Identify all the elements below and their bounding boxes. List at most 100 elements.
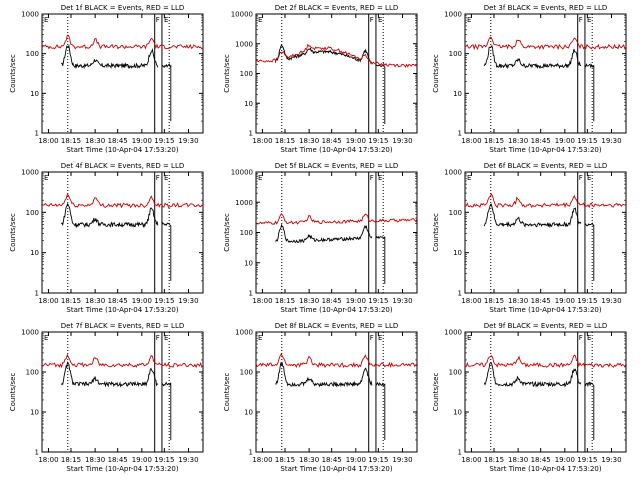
x-tick-label: 19:00 bbox=[346, 297, 366, 305]
series-line-black bbox=[483, 362, 582, 388]
series-line-black-segment bbox=[161, 381, 172, 440]
marker-label: E bbox=[467, 16, 471, 24]
y-tick-label: 1 bbox=[35, 449, 39, 457]
y-tick-label: 1000 bbox=[444, 11, 462, 19]
marker-label: E bbox=[44, 334, 48, 342]
series-line-black-segment bbox=[584, 222, 595, 281]
y-axis-label: Counts/sec bbox=[9, 373, 17, 412]
series-line-black bbox=[483, 203, 582, 229]
series-line-black-segment bbox=[584, 63, 595, 122]
x-tick-label: 18:15 bbox=[61, 297, 81, 305]
x-axis-label: Start Time (10-Apr-04 17:53:20) bbox=[280, 306, 392, 314]
marker-label: E bbox=[467, 174, 471, 182]
y-tick-label: 1 bbox=[458, 449, 462, 457]
x-tick-label: 18:45 bbox=[531, 456, 551, 464]
y-tick-label: 1000 bbox=[235, 329, 253, 337]
y-axis-label: Counts/sec bbox=[223, 213, 231, 252]
series-line-red bbox=[41, 34, 204, 50]
marker-label: E bbox=[587, 16, 591, 24]
series-line-black bbox=[275, 223, 373, 244]
y-tick-label: 10 bbox=[30, 409, 39, 417]
plot-frame bbox=[464, 171, 627, 294]
x-tick-label: 19:15 bbox=[577, 137, 597, 145]
x-axis-label: Start Time (10-Apr-04 17:53:20) bbox=[489, 146, 601, 154]
marker-label: F bbox=[579, 16, 583, 24]
y-tick-label: 10 bbox=[30, 90, 39, 98]
x-axis-label: Start Time (10-Apr-04 17:53:20) bbox=[66, 146, 178, 154]
detector-panel-1: Det 1f BLACK = Events, RED = LLD 1 10 100 10… bbox=[9, 4, 204, 154]
x-tick-label: 18:00 bbox=[38, 297, 58, 305]
x-axis-label: Start Time (10-Apr-04 17:53:20) bbox=[489, 465, 601, 473]
x-tick-label: 18:00 bbox=[38, 137, 58, 145]
x-tick-label: 19:30 bbox=[392, 297, 412, 305]
x-tick-label: 18:30 bbox=[299, 137, 319, 145]
marker-label: F bbox=[370, 174, 374, 182]
x-tick-label: 18:00 bbox=[461, 297, 481, 305]
x-tick-label: 18:45 bbox=[322, 297, 342, 305]
y-tick-label: 10 bbox=[453, 249, 462, 257]
x-tick-label: 19:00 bbox=[132, 137, 152, 145]
y-tick-label: 1000 bbox=[21, 169, 39, 177]
x-tick-label: 18:30 bbox=[85, 137, 105, 145]
plot-frame bbox=[255, 13, 418, 134]
y-axis-label: Counts/sec bbox=[9, 54, 17, 93]
series-line-black-segment bbox=[161, 63, 172, 122]
x-tick-label: 19:15 bbox=[154, 297, 174, 305]
series-line-black-segment bbox=[584, 381, 595, 440]
series-line-black-segment bbox=[375, 235, 386, 284]
series-line-black bbox=[275, 361, 373, 388]
y-tick-label: 1 bbox=[35, 130, 39, 138]
marker-label: E bbox=[164, 334, 168, 342]
y-tick-label: 1000 bbox=[235, 40, 253, 48]
marker-label: F bbox=[156, 334, 160, 342]
panel-title: Det 4f BLACK = Events, RED = LLD bbox=[61, 162, 184, 170]
y-axis-label: Counts/sec bbox=[432, 54, 440, 93]
series-line-black bbox=[61, 43, 159, 70]
plot-frame bbox=[255, 171, 418, 294]
panel-title: Det 5f BLACK = Events, RED = LLD bbox=[275, 162, 398, 170]
x-tick-label: 19:00 bbox=[132, 297, 152, 305]
y-tick-label: 100 bbox=[240, 369, 253, 377]
y-tick-label: 10 bbox=[30, 249, 39, 257]
x-axis-label: Start Time (10-Apr-04 17:53:20) bbox=[280, 465, 392, 473]
x-tick-label: 18:30 bbox=[299, 456, 319, 464]
x-tick-label: 19:30 bbox=[178, 456, 198, 464]
marker-label: E bbox=[258, 16, 262, 24]
x-tick-label: 19:15 bbox=[577, 297, 597, 305]
x-tick-label: 18:45 bbox=[108, 137, 128, 145]
x-tick-label: 18:00 bbox=[252, 137, 272, 145]
panel-title: Det 8f BLACK = Events, RED = LLD bbox=[275, 322, 398, 330]
x-tick-label: 18:30 bbox=[508, 297, 528, 305]
x-tick-label: 19:30 bbox=[392, 456, 412, 464]
y-tick-label: 100 bbox=[26, 50, 39, 58]
y-tick-label: 1000 bbox=[21, 11, 39, 19]
y-tick-label: 10 bbox=[453, 90, 462, 98]
x-axis-label: Start Time (10-Apr-04 17:53:20) bbox=[66, 465, 178, 473]
marker-label: F bbox=[370, 16, 374, 24]
marker-label: E bbox=[467, 334, 471, 342]
panel-title: Det 9f BLACK = Events, RED = LLD bbox=[484, 322, 607, 330]
series-line-black-segment bbox=[375, 64, 386, 124]
series-line-black bbox=[274, 43, 373, 64]
y-tick-label: 10000 bbox=[231, 11, 253, 19]
marker-label: E bbox=[378, 174, 382, 182]
panel-title: Det 7f BLACK = Events, RED = LLD bbox=[61, 322, 184, 330]
marker-label: F bbox=[579, 174, 583, 182]
y-tick-label: 100 bbox=[26, 209, 39, 217]
y-axis-label: Counts/sec bbox=[223, 54, 231, 93]
marker-label: E bbox=[44, 174, 48, 182]
y-axis-label: Counts/sec bbox=[9, 213, 17, 252]
y-tick-label: 100 bbox=[449, 50, 462, 58]
series-line-red bbox=[41, 193, 204, 209]
y-axis-label: Counts/sec bbox=[432, 373, 440, 412]
y-tick-label: 1 bbox=[458, 130, 462, 138]
x-tick-label: 18:45 bbox=[108, 297, 128, 305]
y-tick-label: 1 bbox=[249, 449, 253, 457]
x-tick-label: 19:15 bbox=[368, 297, 388, 305]
y-tick-label: 100 bbox=[449, 369, 462, 377]
detector-panel-6: Det 6f BLACK = Events, RED = LLD 1 10 100 10… bbox=[432, 162, 627, 314]
x-tick-label: 18:45 bbox=[322, 456, 342, 464]
y-tick-label: 1 bbox=[249, 130, 253, 138]
x-tick-label: 19:15 bbox=[577, 456, 597, 464]
x-tick-label: 18:30 bbox=[85, 297, 105, 305]
